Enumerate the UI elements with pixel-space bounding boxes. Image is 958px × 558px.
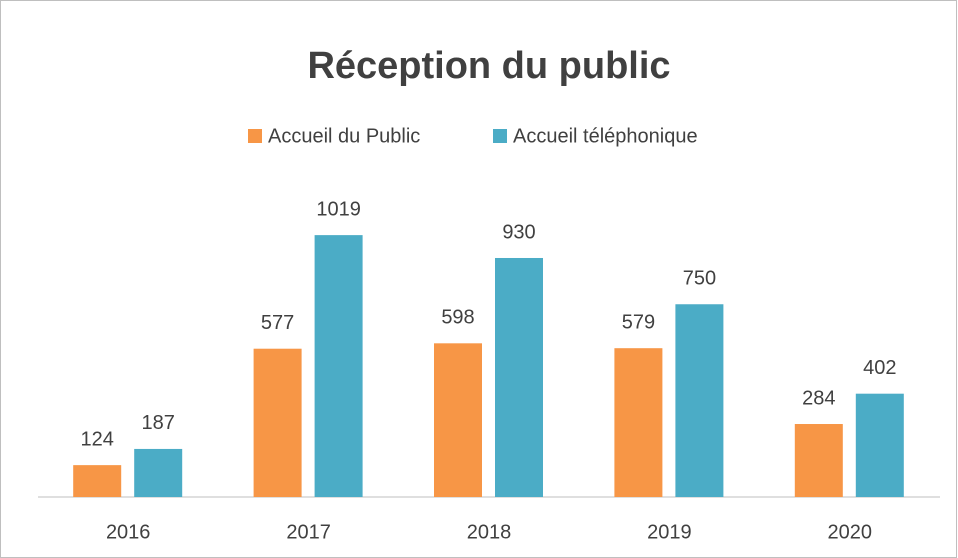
bar — [855, 393, 904, 497]
data-label: 124 — [81, 428, 114, 450]
bar — [675, 304, 724, 497]
bar — [134, 448, 183, 497]
data-label: 577 — [261, 312, 294, 334]
bar — [314, 235, 363, 497]
legend-swatch — [248, 129, 262, 143]
legend-label: Accueil téléphonique — [513, 125, 698, 147]
bar — [253, 348, 302, 497]
bar — [73, 465, 122, 497]
data-label: 598 — [441, 307, 474, 329]
bar — [794, 424, 843, 497]
data-label: 750 — [683, 268, 716, 290]
data-label: 579 — [622, 311, 655, 333]
x-tick-label: 2020 — [828, 521, 873, 543]
x-tick-label: 2019 — [647, 521, 692, 543]
data-label: 1019 — [316, 198, 361, 220]
data-label: 930 — [502, 221, 535, 243]
data-label: 284 — [802, 387, 835, 409]
data-label: 187 — [142, 412, 175, 434]
x-tick-label: 2017 — [286, 521, 331, 543]
data-label: 402 — [863, 357, 896, 379]
x-tick-label: 2016 — [106, 521, 151, 543]
chart-title: Réception du public — [307, 45, 670, 87]
x-tick-label: 2018 — [467, 521, 512, 543]
legend-swatch — [493, 129, 507, 143]
bar — [614, 348, 663, 497]
legend-label: Accueil du Public — [268, 125, 420, 147]
bar — [495, 257, 543, 497]
bar — [434, 343, 482, 497]
